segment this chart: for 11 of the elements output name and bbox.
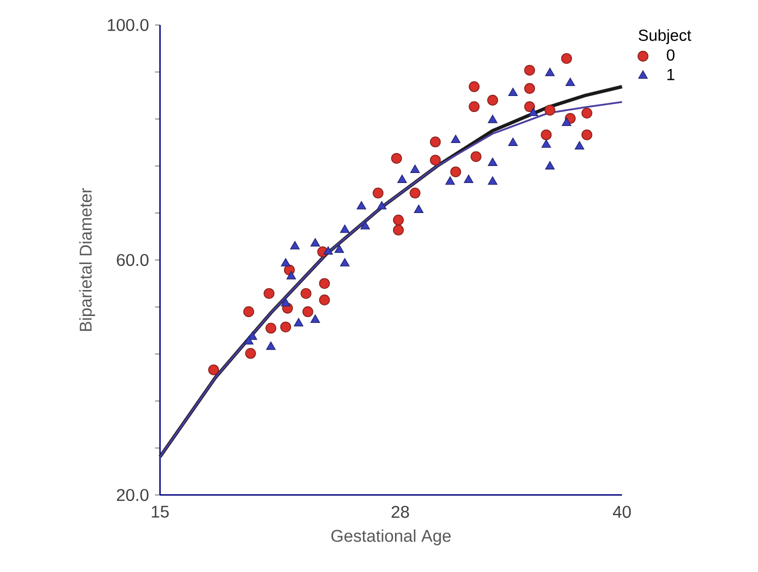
y-tick-label: 60.0	[116, 254, 148, 266]
y-tick-label: 100.0	[108, 18, 148, 32]
x-tick-label: 28	[392, 506, 409, 518]
x-tick-label: 40	[612, 506, 631, 518]
legend-label: 1	[667, 69, 674, 80]
y-tick-label: 20.0	[116, 488, 148, 502]
y-axis-title: Biparietal Diameter	[79, 188, 96, 331]
legend-title: Subject	[638, 29, 692, 44]
x-axis-title: Gestational Age	[331, 529, 451, 546]
x-tick-label: 15	[152, 506, 169, 518]
legend-label: 0	[666, 49, 674, 61]
